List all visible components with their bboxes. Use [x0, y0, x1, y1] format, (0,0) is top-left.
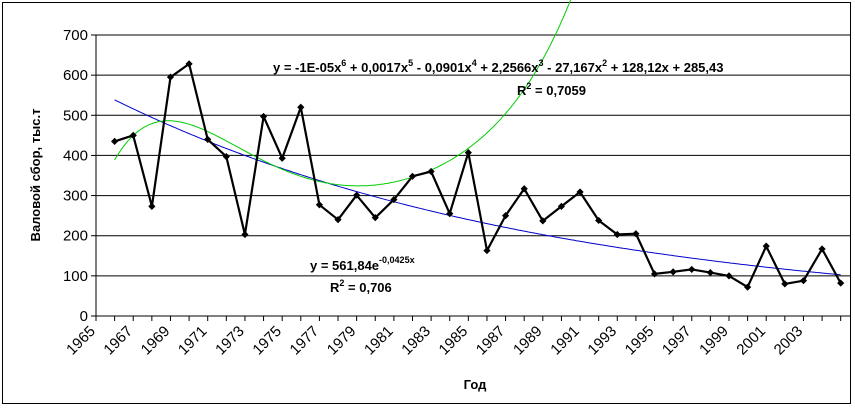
data-point	[539, 217, 547, 225]
y-tick-label: 100	[63, 268, 88, 285]
polynomial-r2: R2 = 0,7059	[517, 81, 586, 98]
data-point	[557, 202, 566, 211]
data-series	[111, 60, 845, 291]
data-point	[744, 283, 752, 291]
data-point	[520, 185, 528, 193]
x-tick-label: 1965	[63, 323, 99, 359]
x-tick-label: 1981	[361, 323, 397, 359]
x-axis-title: Год	[464, 377, 487, 392]
data-point	[204, 135, 212, 143]
y-tick-label: 300	[63, 188, 88, 205]
data-point	[148, 202, 156, 211]
x-tick-label: 1997	[659, 323, 695, 359]
data-point	[408, 172, 417, 180]
data-point	[390, 195, 398, 204]
x-tick-label: 1989	[510, 323, 546, 359]
x-tick-label: 1969	[138, 323, 174, 359]
data-point	[725, 272, 733, 280]
x-tick-labels: 1965 1967 1969 1971 1973 1975 1977 1979 1981 1983…	[63, 323, 806, 359]
x-tick-label: 1993	[584, 323, 620, 359]
exponential-r2: R2 = 0,706	[330, 278, 392, 295]
x-tick-label: 1995	[622, 323, 658, 359]
chart-frame	[2, 2, 851, 404]
x-tick-label: 2003	[771, 323, 807, 359]
x-tick-label: 1979	[324, 323, 360, 359]
data-point	[799, 277, 808, 285]
x-tick-label: 1987	[473, 323, 509, 359]
data-point	[781, 280, 789, 288]
data-point	[129, 131, 137, 139]
polynomial-trendline	[114, 0, 572, 187]
y-tick-label: 0	[80, 308, 88, 325]
data-point	[259, 112, 268, 121]
data-point	[632, 230, 640, 238]
data-point	[650, 270, 659, 278]
data-point	[241, 230, 249, 239]
axes	[91, 34, 850, 321]
data-point	[222, 153, 230, 161]
data-point	[371, 214, 379, 222]
y-axis-title: Валовой сбор, тыс.т	[28, 109, 43, 242]
x-tick-label: 1977	[287, 323, 323, 359]
data-point	[353, 191, 361, 199]
x-tick-label: 1999	[696, 323, 732, 359]
polynomial-equation: y = -1E-05x6 + 0,0017x5 - 0,0901x4 + 2,2…	[273, 58, 723, 75]
data-point	[278, 154, 286, 162]
data-point	[706, 269, 714, 277]
data-point	[446, 210, 454, 218]
data-point	[762, 242, 770, 250]
data-point	[315, 201, 324, 209]
data-point	[595, 216, 603, 225]
data-point	[166, 73, 175, 81]
y-tick-label: 400	[63, 147, 88, 164]
data-point	[837, 279, 845, 287]
y-tick-label: 500	[63, 107, 88, 124]
data-point	[297, 103, 305, 111]
x-tick-label: 1971	[175, 323, 211, 359]
x-tick-label: 1985	[436, 323, 472, 359]
data-point	[576, 188, 584, 196]
trendlines	[114, 0, 841, 276]
y-tick-label: 200	[63, 228, 88, 245]
grid	[96, 34, 850, 277]
y-tick-label: 700	[63, 27, 88, 44]
data-point	[464, 149, 472, 157]
x-tick-label: 1983	[398, 323, 434, 359]
data-point	[501, 212, 510, 220]
x-tick-label: 1973	[212, 323, 248, 359]
data-point	[185, 60, 193, 68]
y-tick-label: 600	[63, 67, 88, 84]
data-point	[669, 268, 677, 276]
data-point	[111, 137, 119, 145]
data-point	[483, 246, 491, 255]
exponential-trendline	[114, 99, 841, 276]
x-tick-label: 1975	[249, 323, 285, 359]
data-point	[427, 167, 435, 176]
y-tick-labels: 0 100 200 300 400 500 600 700	[63, 27, 88, 325]
data-line	[114, 62, 842, 289]
x-tick-label: 1991	[547, 323, 583, 359]
data-point	[613, 230, 621, 239]
data-point	[334, 216, 342, 224]
data-point	[818, 245, 826, 253]
x-tick-label: 2001	[733, 323, 769, 359]
exponential-equation: y = 561,84e-0,0425x	[310, 255, 415, 273]
x-tick-label: 1967	[100, 323, 136, 359]
data-point	[688, 265, 696, 274]
